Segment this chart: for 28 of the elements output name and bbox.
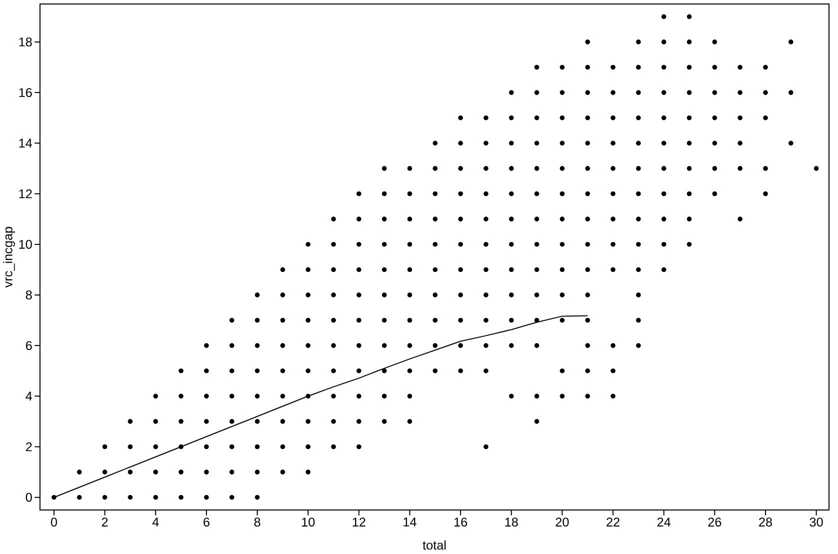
x-tick-label: 4 — [152, 518, 159, 526]
y-tick-label: 4 — [26, 392, 32, 401]
y-tick-label: 8 — [26, 290, 32, 300]
x-tick-label: 24 — [657, 518, 671, 526]
x-tick-label: 12 — [352, 518, 366, 526]
y-axis-title: vrc_incgap — [3, 226, 15, 288]
x-tick-label: 30 — [810, 518, 823, 527]
x-tick-label: 10 — [302, 518, 315, 527]
y-tick-label: 0 — [26, 492, 32, 502]
y-tick-label: 6 — [26, 341, 32, 350]
y-tick-label: 10 — [19, 240, 32, 249]
y-tick-label: 18 — [19, 37, 32, 46]
x-tick-label: 2 — [102, 518, 108, 526]
x-tick-label: 6 — [204, 518, 210, 527]
x-tick-label: 22 — [606, 518, 620, 526]
x-tick-label: 28 — [759, 518, 772, 527]
x-tick-label: 16 — [454, 518, 468, 527]
x-tick-label: 14 — [404, 518, 416, 526]
x-tick-label: 20 — [556, 518, 569, 527]
y-tick-label: 14 — [19, 138, 32, 148]
y-tick-label: 16 — [19, 88, 32, 98]
x-axis-title: total — [422, 540, 446, 550]
x-tick-label: 26 — [708, 518, 722, 527]
y-tick-label: 2 — [26, 442, 32, 452]
x-tick-label: 18 — [505, 518, 518, 527]
x-tick-label: 8 — [254, 518, 260, 527]
y-tick-label: 12 — [19, 189, 32, 198]
x-tick-label: 0 — [50, 518, 57, 527]
